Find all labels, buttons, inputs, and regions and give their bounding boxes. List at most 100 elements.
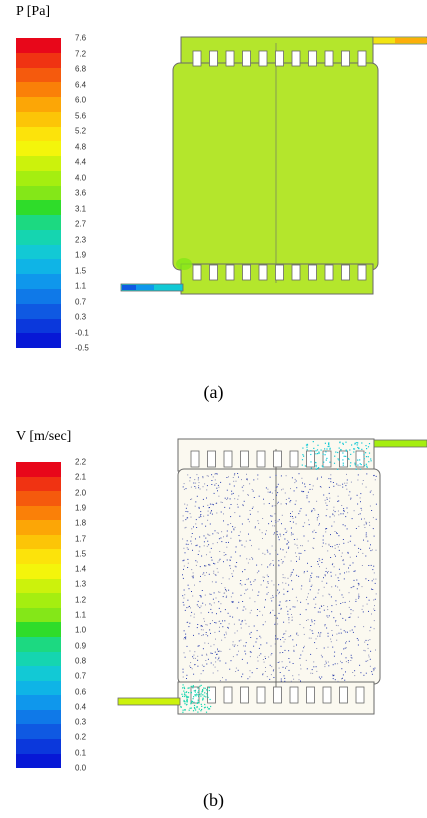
velocity-vector xyxy=(185,704,188,706)
velocity-vector xyxy=(305,609,307,611)
velocity-vector xyxy=(201,555,203,557)
velocity-vector xyxy=(317,477,319,479)
velocity-colorbar-title: V [m/sec] xyxy=(16,429,72,444)
velocity-vector xyxy=(202,694,204,696)
velocity-vector xyxy=(252,490,254,492)
velocity-vector xyxy=(186,701,188,703)
velocity-vector xyxy=(240,623,242,625)
velocity-vector xyxy=(279,672,281,673)
velocity-vector xyxy=(367,644,369,646)
velocity-vector xyxy=(282,574,284,576)
velocity-vector xyxy=(190,685,192,687)
velocity-vector xyxy=(197,711,199,713)
velocity-vector xyxy=(202,698,204,700)
velocity-vector xyxy=(308,524,310,526)
velocity-vector xyxy=(315,450,317,452)
velocity-vector xyxy=(226,530,228,532)
velocity-vector xyxy=(204,483,206,485)
velocity-vector xyxy=(197,694,199,696)
velocity-vector xyxy=(249,651,251,653)
velocity-vector xyxy=(305,659,307,661)
velocity-vector xyxy=(191,543,192,545)
velocity-vector xyxy=(307,619,309,621)
velocity-vector xyxy=(263,498,264,500)
velocity-vector xyxy=(189,650,191,652)
velocity-vector xyxy=(199,488,201,490)
velocity-vector xyxy=(200,693,202,695)
velocity-vector xyxy=(206,554,207,556)
velocity-vector xyxy=(262,552,264,554)
velocity-vector xyxy=(334,663,336,665)
velocity-colorbar-band xyxy=(16,636,61,652)
velocity-vector xyxy=(270,611,271,613)
velocity-vector xyxy=(357,582,359,584)
velocity-vector xyxy=(214,479,216,481)
velocity-vector xyxy=(363,649,365,651)
velocity-vector xyxy=(295,523,297,525)
velocity-vector xyxy=(278,604,280,606)
pressure-colorbar-band xyxy=(16,303,61,319)
velocity-vector xyxy=(273,499,274,500)
velocity-vector xyxy=(230,523,232,524)
velocity-vector xyxy=(278,591,280,593)
velocity-vector xyxy=(217,490,218,492)
velocity-vector xyxy=(289,608,291,610)
velocity-vector xyxy=(342,524,344,526)
velocity-vector xyxy=(262,614,263,616)
velocity-vector xyxy=(321,676,323,678)
velocity-vector xyxy=(200,515,201,517)
velocity-vector xyxy=(293,539,295,540)
velocity-vector xyxy=(355,468,357,470)
velocity-vector xyxy=(296,632,298,634)
top-slot xyxy=(207,450,216,468)
velocity-vector xyxy=(218,651,220,652)
velocity-vector xyxy=(317,563,319,565)
velocity-vector xyxy=(249,513,251,515)
velocity-vector xyxy=(186,517,188,519)
velocity-vector xyxy=(212,543,214,545)
velocity-vector xyxy=(310,672,312,674)
top-slot xyxy=(275,50,284,67)
velocity-vector xyxy=(193,673,195,675)
velocity-vector xyxy=(294,543,296,545)
velocity-vector xyxy=(305,599,307,601)
velocity-vector xyxy=(185,507,187,509)
velocity-vector xyxy=(197,665,199,667)
velocity-vector xyxy=(230,660,232,662)
velocity-vector xyxy=(216,653,218,655)
velocity-vector xyxy=(357,442,359,444)
velocity-vector xyxy=(232,592,234,594)
velocity-vector xyxy=(327,632,329,634)
velocity-vector xyxy=(212,664,214,666)
velocity-vector xyxy=(240,639,242,641)
velocity-vector xyxy=(335,451,337,453)
velocity-vector xyxy=(283,633,285,635)
velocity-vector xyxy=(196,495,198,497)
velocity-vector xyxy=(354,670,356,672)
velocity-vector xyxy=(345,449,347,451)
velocity-vector xyxy=(189,622,191,624)
velocity-vector xyxy=(182,520,184,522)
velocity-vector xyxy=(192,595,194,597)
velocity-vector xyxy=(196,627,198,629)
velocity-vector xyxy=(192,710,195,712)
pressure-colorbar-band xyxy=(16,289,61,304)
velocity-vector xyxy=(182,676,184,678)
velocity-vector xyxy=(263,576,265,578)
velocity-vector xyxy=(239,531,241,533)
velocity-vector xyxy=(300,664,301,666)
velocity-vector xyxy=(217,571,219,573)
velocity-vector xyxy=(358,584,360,586)
velocity-vector xyxy=(353,448,355,450)
velocity-vector xyxy=(190,615,192,617)
velocity-vector xyxy=(368,580,370,581)
velocity-vector xyxy=(200,605,202,607)
velocity-vector xyxy=(256,572,258,574)
velocity-vector xyxy=(330,481,332,483)
velocity-vector xyxy=(280,680,282,682)
velocity-tick-label: 1.7 xyxy=(75,534,87,543)
velocity-vector xyxy=(329,497,331,499)
velocity-vector xyxy=(271,515,273,517)
velocity-vector xyxy=(360,493,362,495)
velocity-vector xyxy=(343,578,345,580)
